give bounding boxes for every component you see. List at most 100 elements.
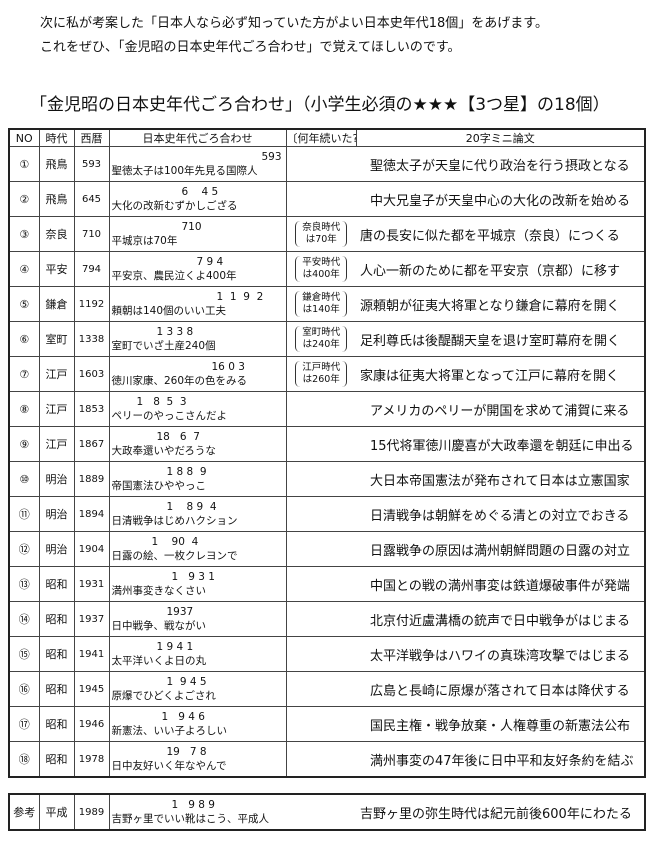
mnemonic-table: NO 時代 西暦 日本史年代ごろ合わせ 〔何年続いた?〕 20字ミニ論文 ① 飛… [8, 128, 646, 778]
row-phrase: 日中友好いく年なやんで [111, 760, 227, 772]
row-phrase: 平城京は70年 [111, 235, 178, 247]
row-no: ⑱ [8, 741, 40, 778]
duration-line-2: は400年 [302, 269, 340, 280]
row-mnemonic: 1 9 4 5 原爆でひどくよごされ [108, 671, 287, 707]
row-digits: 1 3 3 8 [156, 326, 194, 338]
row-essay: 聖徳太子が天皇に代り政治を行う摂政となる [356, 146, 646, 182]
row-duration: 奈良時代 は70年 [285, 216, 356, 252]
row-essay: 足利尊氏は後醍醐天皇を退け室町幕府を開く [356, 321, 646, 357]
row-mnemonic: 1 3 3 8 室町でいざ土産240個 [108, 321, 287, 357]
row-no: ⑤ [8, 286, 40, 322]
row-mnemonic: 593 聖徳太子は100年先見る国際人 [108, 146, 287, 182]
row-year: 645 [73, 181, 110, 217]
table-row: ⑭ 昭和 1937 1937 日中戦争、戦ながい 北京付近盧溝橋の銃声で日中戦争が… [8, 601, 646, 637]
row-no: ③ [8, 216, 40, 252]
ref-essay: 吉野ヶ里の弥生時代は紀元前後600年にわたる [356, 793, 646, 831]
table-row: ③ 奈良 710 710 平城京は70年 奈良時代 は70年 唐の長安に似た都を平城… [8, 216, 646, 252]
table-row: ⑥ 室町 1338 1 3 3 8 室町でいざ土産240個 室町時代 は240年 足… [8, 321, 646, 357]
duration-bracket: 室町時代 は240年 [295, 326, 348, 352]
table-row: ⑪ 明治 1894 1 8 9 4 日清戦争はじめハクション 日清戦争は朝鮮をめぐ… [8, 496, 646, 532]
row-digits: 16 0 3 [211, 361, 245, 373]
duration-bracket: 奈良時代 は70年 [295, 221, 348, 247]
row-digits: 1 9 4 1 [156, 641, 194, 653]
row-essay: 唐の長安に似た都を平城京（奈良）につくる [356, 216, 646, 252]
row-no: ⑧ [8, 391, 40, 427]
row-year: 1941 [73, 636, 110, 672]
row-essay: 15代将軍徳川慶喜が大政奉還を朝廷に申出る [356, 426, 646, 462]
row-phrase: 平安京、農民泣くよ400年 [111, 270, 237, 282]
row-no: ⑰ [8, 706, 40, 742]
row-essay: 国民主権・戦争放棄・人権尊重の新憲法公布 [356, 706, 646, 742]
row-year: 1853 [73, 391, 110, 427]
table-row: ⑨ 江戸 1867 18 6 7 大政奉還いやだろうな 15代将軍徳川慶喜が大政奉… [8, 426, 646, 462]
row-no: ⑮ [8, 636, 40, 672]
row-era: 昭和 [38, 636, 75, 672]
row-phrase: 新憲法、いい子よろしい [111, 725, 228, 737]
row-duration: 江戸時代 は260年 [285, 356, 356, 392]
row-duration: 鎌倉時代 は140年 [285, 286, 356, 322]
row-essay: 広島と長崎に原爆が落されて日本は降伏する [356, 671, 646, 707]
table-row: ⑮ 昭和 1941 1 9 4 1 太平洋いくよ日の丸 太平洋戦争はハワイの真珠湾… [8, 636, 646, 672]
ref-mnemonic: 1 9 8 9 吉野ヶ里でいい靴はこう、平成人 [108, 793, 286, 831]
row-year: 1937 [73, 601, 110, 637]
duration-line-2: は260年 [302, 374, 340, 385]
row-no: ⑪ [8, 496, 40, 532]
row-digits: 593 [261, 151, 282, 163]
reference-row: 参考 平成 1989 1 9 8 9 吉野ヶ里でいい靴はこう、平成人 吉野ヶ里の弥… [8, 793, 646, 831]
row-duration [285, 461, 356, 497]
row-no: ② [8, 181, 40, 217]
row-mnemonic: 19 7 8 日中友好いく年なやんで [108, 741, 287, 778]
row-essay: 人心一新のために都を平安京（京都）に移す [356, 251, 646, 287]
row-mnemonic: 710 平城京は70年 [108, 216, 287, 252]
row-era: 昭和 [38, 601, 75, 637]
row-digits: 710 [181, 221, 202, 233]
row-year: 593 [73, 146, 110, 182]
row-era: 昭和 [38, 566, 75, 602]
row-duration [285, 706, 356, 742]
row-essay: 太平洋戦争はハワイの真珠湾攻撃ではじまる [356, 636, 646, 672]
header-duration: 〔何年続いた?〕 [285, 128, 357, 147]
row-duration [285, 566, 356, 602]
table-row: ⑯ 昭和 1945 1 9 4 5 原爆でひどくよごされ 広島と長崎に原爆が落され… [8, 671, 646, 707]
row-digits: 1 8 8 9 [166, 466, 207, 478]
row-year: 710 [73, 216, 110, 252]
row-phrase: 大政奉還いやだろうな [111, 445, 216, 457]
row-year: 1192 [73, 286, 110, 322]
row-phrase: 帝国憲法ひややっこ [111, 480, 207, 492]
row-phrase: 満州事変きなくさい [111, 585, 207, 597]
table-row: ⑧ 江戸 1853 1 8 5 3 ペリーのやっこさんだよ アメリカのペリーが開国… [8, 391, 646, 427]
row-digits: 1 8 5 3 [136, 396, 187, 408]
row-phrase: 日中戦争、戦ながい [111, 620, 207, 632]
row-digits: 6 4 5 [181, 186, 219, 198]
row-era: 明治 [38, 461, 75, 497]
row-duration [285, 146, 356, 182]
row-era: 鎌倉 [38, 286, 75, 322]
duration-line-2: は240年 [302, 339, 340, 350]
row-mnemonic: 7 9 4 平安京、農民泣くよ400年 [108, 251, 287, 287]
row-duration [285, 391, 356, 427]
row-phrase: 太平洋いくよ日の丸 [111, 655, 207, 667]
row-phrase: 頼朝は140個のいい工夫 [111, 305, 227, 317]
table-row: ① 飛鳥 593 593 聖徳太子は100年先見る国際人 聖徳太子が天皇に代り政治… [8, 146, 646, 182]
row-era: 飛鳥 [38, 146, 75, 182]
page-title: 「金児昭の日本史年代ごろ合わせ」（小学生必須の★★★【3つ星】の18個） [30, 95, 610, 115]
table-row: ⑫ 明治 1904 1 90 4 日露の絵、一枚クレヨンで 日露戦争の原因は満州朝… [8, 531, 646, 567]
row-phrase: 日露の絵、一枚クレヨンで [111, 550, 238, 562]
row-digits: 1 9 3 1 [171, 571, 215, 583]
row-no: ⑩ [8, 461, 40, 497]
row-year: 1931 [73, 566, 110, 602]
row-mnemonic: 1937 日中戦争、戦ながい [108, 601, 287, 637]
table-row: ④ 平安 794 7 9 4 平安京、農民泣くよ400年 平安時代 は400年 人心… [8, 251, 646, 287]
row-digits: 18 6 7 [156, 431, 200, 443]
row-duration [285, 531, 356, 567]
row-year: 1904 [73, 531, 110, 567]
ref-digits: 1 9 8 9 [171, 799, 215, 811]
row-digits: 1 90 4 [151, 536, 199, 548]
row-no: ⑦ [8, 356, 40, 392]
table-row: ⑱ 昭和 1978 19 7 8 日中友好いく年なやんで 満州事変の47年後に日中… [8, 741, 646, 778]
row-digits: 1 9 4 6 [161, 711, 205, 723]
table-row: ⑰ 昭和 1946 1 9 4 6 新憲法、いい子よろしい 国民主権・戦争放棄・人… [8, 706, 646, 742]
table-row: ⑤ 鎌倉 1192 1 1 9 2 頼朝は140個のいい工夫 鎌倉時代 は140年 … [8, 286, 646, 322]
row-essay: アメリカのペリーが開国を求めて浦賀に来る [356, 391, 646, 427]
